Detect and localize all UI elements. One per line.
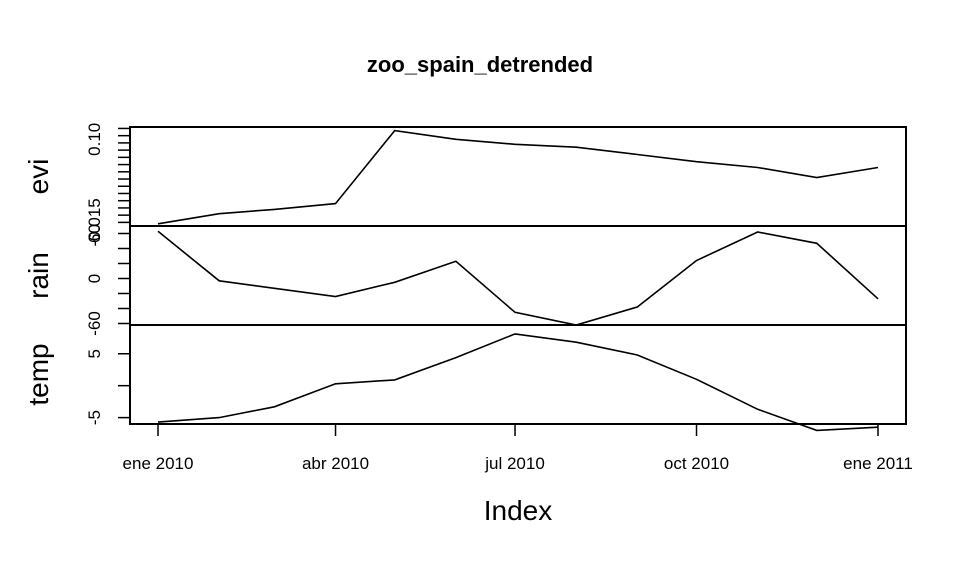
series-line-temp [157,333,879,432]
chart-title: zoo_spain_detrended [367,52,593,77]
x-tick-label: ene 2010 [123,454,194,473]
y-axis-label-rain: rain [23,252,54,299]
panel-temp: -5 5 temp [23,324,907,432]
y-axis-label-temp: temp [23,343,54,405]
x-axis-label: Index [484,495,553,526]
panel-evi: -0.015 0.10 evi [23,123,907,246]
series-line-evi [157,129,879,225]
y-tick-label-rain: -60 [85,311,104,336]
x-tick-label: ene 2011 [843,454,913,473]
panel-frame-temp [129,324,907,425]
series-line-rain [157,230,879,326]
y-tick-label-evi: -0.015 [85,198,104,246]
y-tick-label-temp: -5 [85,410,104,425]
y-tick-label-rain: 60 [85,224,104,243]
x-tick-label: jul 2010 [484,454,545,473]
y-axis-label-evi: evi [23,159,54,195]
panel-rain: -60 0 60 rain [23,224,907,336]
panel-frame-rain [129,225,907,326]
y-tick-label-temp: 5 [85,349,104,358]
x-tick-label: oct 2010 [664,454,729,473]
x-tick-label: abr 2010 [302,454,369,473]
plot-panels: -0.015 0.10 evi -60 0 60 rain -5 5 temp [23,123,907,432]
y-tick-label-evi: 0.10 [85,123,104,156]
x-axis: ene 2010 abr 2010 jul 2010 oct 2010 ene 2011 [123,423,913,473]
y-tick-label-rain: 0 [85,274,104,283]
